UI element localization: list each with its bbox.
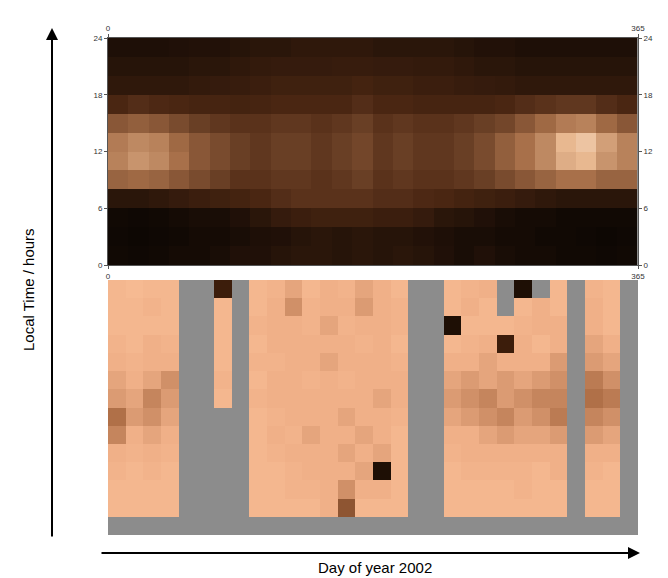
svg-text:Local Time / hours: Local Time / hours bbox=[20, 228, 37, 351]
svg-text:18: 18 bbox=[93, 91, 102, 100]
svg-text:6: 6 bbox=[98, 204, 103, 213]
svg-text:18: 18 bbox=[644, 91, 653, 100]
svg-text:365: 365 bbox=[631, 272, 645, 281]
svg-text:0: 0 bbox=[644, 261, 649, 270]
svg-text:Day of year 2002: Day of year 2002 bbox=[318, 559, 432, 576]
svg-text:12: 12 bbox=[644, 147, 653, 156]
svg-text:0: 0 bbox=[98, 261, 103, 270]
svg-text:24: 24 bbox=[93, 34, 102, 43]
svg-text:365: 365 bbox=[631, 24, 645, 33]
svg-text:24: 24 bbox=[644, 34, 653, 43]
svg-text:12: 12 bbox=[93, 147, 102, 156]
svg-text:6: 6 bbox=[644, 204, 649, 213]
svg-text:0: 0 bbox=[106, 24, 111, 33]
svg-text:0: 0 bbox=[106, 272, 111, 281]
